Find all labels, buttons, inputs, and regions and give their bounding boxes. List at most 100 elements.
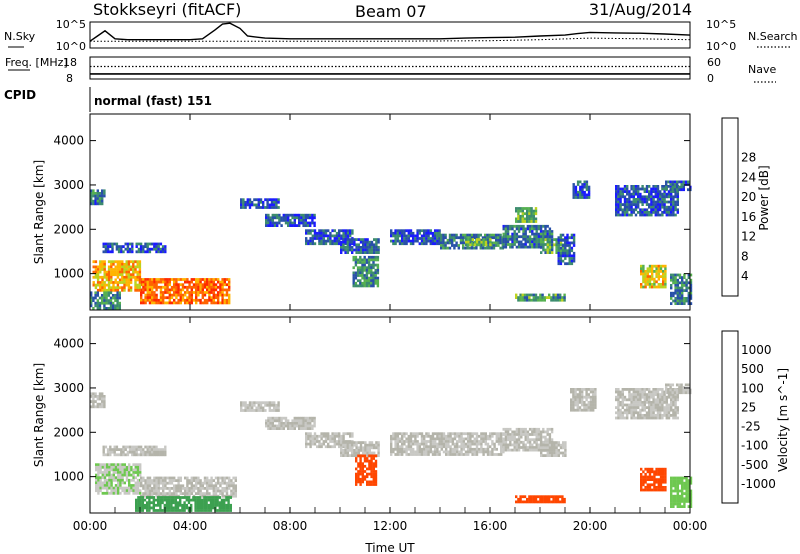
scatter-cell bbox=[396, 434, 399, 438]
scatter-cell bbox=[650, 190, 653, 193]
scatter-cell bbox=[153, 247, 156, 251]
scatter-cell bbox=[570, 408, 573, 412]
scatter-cell bbox=[146, 479, 149, 482]
scatter-cell bbox=[313, 440, 317, 443]
scatter-cell bbox=[351, 246, 354, 249]
scatter-cell bbox=[403, 242, 406, 246]
scatter-cell bbox=[146, 250, 149, 254]
scatter-cell bbox=[366, 251, 369, 254]
scatter-cell bbox=[101, 395, 104, 398]
scatter-cell bbox=[576, 393, 579, 396]
scatter-cell bbox=[460, 437, 463, 441]
scatter-cell bbox=[447, 450, 450, 454]
scatter-cell bbox=[641, 406, 644, 409]
scatter-cell bbox=[201, 506, 204, 510]
scatter-cell bbox=[265, 213, 268, 217]
scatter-cell bbox=[101, 278, 104, 282]
scatter-cell bbox=[396, 447, 399, 451]
scatter-cell bbox=[431, 234, 435, 238]
scatter-cell bbox=[486, 241, 489, 245]
scatter-cell bbox=[143, 503, 147, 507]
scatter-cell bbox=[248, 200, 252, 204]
scatter-cell bbox=[116, 296, 119, 300]
scatter-cell bbox=[489, 437, 492, 441]
scatter-cell bbox=[262, 406, 265, 410]
scatter-cell bbox=[333, 445, 336, 449]
scatter-cell bbox=[269, 416, 272, 420]
scatter-cell bbox=[572, 388, 575, 391]
scatter-cell bbox=[273, 401, 276, 405]
scatter-cell bbox=[639, 187, 642, 191]
scatter-cell bbox=[540, 443, 543, 447]
scatter-cell bbox=[155, 298, 158, 302]
scatter-cell bbox=[259, 409, 263, 412]
scatter-cell bbox=[209, 503, 213, 507]
scatter-cell bbox=[544, 235, 547, 239]
scatter-cell bbox=[157, 509, 160, 512]
scatter-cell bbox=[150, 450, 154, 454]
scatter-cell bbox=[342, 240, 345, 244]
scatter-cell bbox=[364, 449, 367, 452]
scatter-cell bbox=[355, 457, 358, 460]
scatter-cell bbox=[151, 288, 154, 292]
scatter-cell bbox=[409, 242, 413, 246]
scatter-cell bbox=[368, 251, 371, 254]
scatter-cell bbox=[166, 296, 169, 300]
scatter-cell bbox=[271, 224, 274, 227]
scatter-cell bbox=[489, 453, 492, 456]
scatter-cell bbox=[509, 427, 512, 431]
scatter-cell bbox=[225, 298, 229, 302]
scatter-cell bbox=[674, 208, 677, 212]
scatter-cell bbox=[434, 242, 437, 246]
scatter-cell bbox=[467, 453, 470, 456]
scatter-cell bbox=[278, 219, 281, 222]
scatter-cell bbox=[117, 484, 120, 487]
scatter-cell bbox=[506, 227, 510, 231]
scatter-cell bbox=[95, 463, 98, 467]
scatter-cell bbox=[329, 242, 332, 246]
scatter-cell bbox=[546, 243, 549, 247]
scatter-cell bbox=[449, 450, 452, 454]
scatter-cell bbox=[581, 395, 584, 399]
scatter-cell bbox=[348, 238, 352, 241]
scatter-cell bbox=[265, 422, 268, 425]
scatter-cell bbox=[659, 208, 662, 212]
scatter-cell bbox=[221, 479, 224, 482]
scatter-cell bbox=[307, 442, 310, 446]
scatter-cell bbox=[225, 496, 228, 499]
scatter-cell bbox=[139, 503, 142, 507]
scatter-cell bbox=[615, 388, 618, 391]
scatter-cell bbox=[170, 479, 174, 482]
scatter-cell bbox=[280, 216, 283, 220]
scatter-cell bbox=[181, 492, 185, 495]
scatter-cell bbox=[594, 406, 597, 409]
scatter-cell bbox=[453, 453, 457, 456]
scatter-cell bbox=[219, 291, 222, 294]
scatter-cell bbox=[132, 471, 135, 474]
scatter-cell bbox=[528, 230, 532, 233]
scatter-cell bbox=[212, 498, 215, 502]
scatter-cell bbox=[107, 299, 110, 302]
scatter-cell bbox=[161, 496, 164, 499]
scatter-cell bbox=[190, 489, 193, 493]
scatter-cell bbox=[342, 441, 345, 444]
scatter-cell bbox=[532, 495, 535, 499]
scatter-cell bbox=[559, 251, 563, 255]
scatter-cell bbox=[554, 495, 557, 499]
scatter-cell bbox=[223, 288, 226, 292]
scatter-cell bbox=[630, 401, 633, 404]
scatter-cell bbox=[278, 427, 281, 430]
scatter-cell bbox=[313, 437, 317, 441]
scatter-cell bbox=[637, 406, 640, 409]
scatter-cell bbox=[465, 240, 468, 244]
scatter-cell bbox=[431, 450, 435, 454]
scatter-cell bbox=[311, 239, 314, 243]
scatter-cell bbox=[674, 297, 677, 300]
scatter-cell bbox=[372, 470, 375, 473]
scatter-cell bbox=[585, 388, 588, 391]
scatter-cell bbox=[113, 445, 116, 449]
scatter-cell bbox=[128, 450, 132, 454]
scatter-cell bbox=[291, 419, 294, 423]
scatter-cell bbox=[141, 506, 144, 510]
scatter-cell bbox=[190, 498, 193, 502]
